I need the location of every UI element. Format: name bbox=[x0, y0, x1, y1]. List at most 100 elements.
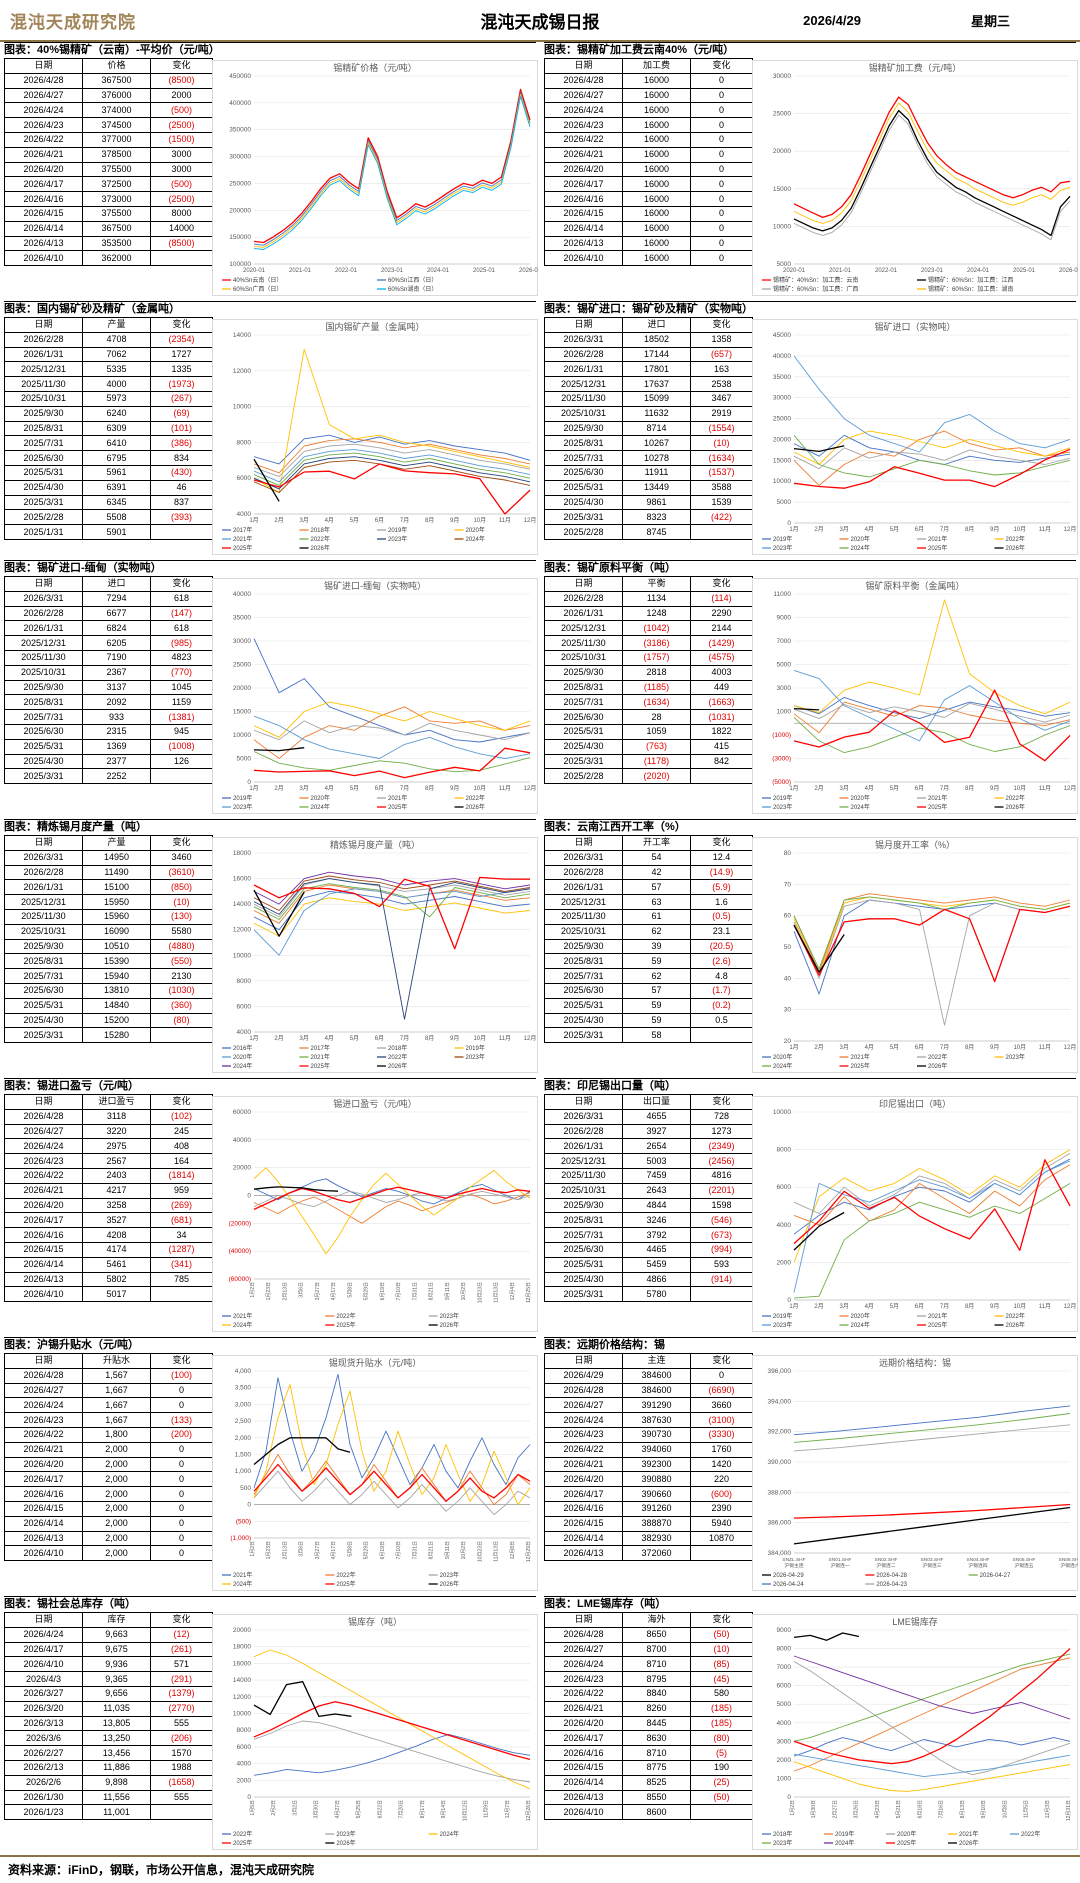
svg-text:(3000): (3000) bbox=[772, 756, 791, 763]
table-row: 2026/4/16 373000 (2500) bbox=[4, 191, 213, 207]
cell-date: 2026/4/23 bbox=[544, 117, 623, 133]
svg-text:2023-01: 2023-01 bbox=[921, 268, 944, 274]
svg-text:3月26日: 3月26日 bbox=[854, 1800, 860, 1818]
svg-text:9月: 9月 bbox=[450, 1035, 459, 1042]
cell-date: 2026/4/10 bbox=[4, 1656, 83, 1673]
svg-text:(1,000): (1,000) bbox=[230, 1535, 251, 1542]
table-row: 2026/4/13 2,000 0 bbox=[4, 1530, 213, 1547]
cell-value: 2,000 bbox=[82, 1530, 151, 1547]
svg-text:2023年: 2023年 bbox=[773, 803, 792, 811]
cell-date: 2026/4/14 bbox=[4, 1515, 83, 1532]
svg-text:(60000): (60000) bbox=[229, 1276, 251, 1283]
cell-value: 16000 bbox=[622, 72, 691, 89]
table-row: 2025/6/30 13810 (1030) bbox=[4, 982, 213, 999]
svg-text:12月31日: 12月31日 bbox=[1066, 1800, 1072, 1821]
cell-date: 2025/6/30 bbox=[544, 464, 623, 481]
cell-value: (1634) bbox=[622, 694, 691, 711]
cell-change bbox=[150, 1804, 213, 1821]
cell-value: 378500 bbox=[82, 146, 151, 163]
cell-date: 2025/6/30 bbox=[4, 723, 83, 740]
table-row: 2026/4/17 16000 0 bbox=[544, 176, 753, 193]
table-row: 2026/4/17 3527 (681) bbox=[4, 1212, 213, 1229]
data-table-tin-import-profit-loss: 日期 进口盈亏 变化 2026/4/28 3118 (102) 2026/4/27 3220 2… bbox=[4, 1094, 213, 1303]
svg-text:15000: 15000 bbox=[773, 457, 791, 464]
svg-text:7月: 7月 bbox=[940, 785, 949, 792]
cell-date: 2026/4/21 bbox=[544, 1456, 623, 1473]
svg-text:2022年: 2022年 bbox=[466, 794, 485, 802]
column-header: 日期 bbox=[544, 835, 623, 851]
cell-change: 0 bbox=[150, 1486, 213, 1502]
cell-value: (1178) bbox=[622, 753, 691, 770]
section-title: 图表：国内锡矿砂及精矿（金属吨） bbox=[4, 301, 536, 317]
svg-text:8月: 8月 bbox=[965, 1303, 974, 1310]
table-row: 2025/5/31 1059 1822 bbox=[544, 723, 753, 740]
column-header: 日期 bbox=[4, 1353, 83, 1369]
cell-date: 2026/4/15 bbox=[544, 205, 623, 222]
cell-change: (430) bbox=[150, 464, 213, 481]
svg-text:10月: 10月 bbox=[1013, 1044, 1026, 1051]
svg-text:2023年: 2023年 bbox=[773, 1321, 792, 1329]
cell-value: 367500 bbox=[82, 72, 151, 89]
svg-text:1月: 1月 bbox=[249, 517, 258, 524]
svg-text:70: 70 bbox=[784, 881, 792, 888]
cell-value: 4655 bbox=[622, 1108, 691, 1125]
cell-value: 13,456 bbox=[82, 1745, 151, 1761]
table-row: 2026/4/17 2,000 0 bbox=[4, 1471, 213, 1488]
svg-text:4月: 4月 bbox=[325, 1035, 334, 1042]
svg-text:2024年: 2024年 bbox=[440, 1830, 459, 1838]
cell-value: 39 bbox=[622, 938, 691, 955]
svg-text:1月: 1月 bbox=[249, 1035, 258, 1042]
svg-text:12000: 12000 bbox=[233, 1694, 251, 1701]
cell-date: 2026/4/20 bbox=[4, 161, 83, 178]
svg-text:40000: 40000 bbox=[233, 591, 251, 598]
svg-text:LME锡库存: LME锡库存 bbox=[892, 1616, 938, 1627]
cell-value: 13,805 bbox=[82, 1715, 151, 1732]
svg-text:10000: 10000 bbox=[773, 478, 791, 485]
chart-tin-social-inventory: 锡库存（吨）2000018000160001400012000100008000… bbox=[212, 1614, 538, 1850]
cell-change bbox=[690, 1027, 753, 1044]
cell-change: (1500) bbox=[150, 131, 213, 148]
section-title: 图表：远期价格结构：锡 bbox=[544, 1337, 1076, 1353]
cell-change: 163 bbox=[690, 361, 753, 378]
cell-date: 2026/2/6 bbox=[4, 1774, 83, 1791]
table-row: 2026/3/6 13,250 (206) bbox=[4, 1730, 213, 1747]
svg-text:10月12日: 10月12日 bbox=[462, 1800, 468, 1821]
cell-date: 2025/8/31 bbox=[4, 694, 83, 711]
cell-change: (500) bbox=[150, 176, 213, 193]
cell-change: 126 bbox=[150, 753, 213, 770]
cell-change: (1634) bbox=[690, 450, 753, 466]
column-header: 产量 bbox=[82, 317, 151, 333]
svg-text:2025年: 2025年 bbox=[233, 544, 252, 552]
cell-date: 2026/3/31 bbox=[544, 1108, 623, 1125]
svg-text:11月13日: 11月13日 bbox=[494, 1282, 500, 1303]
svg-text:30000: 30000 bbox=[773, 73, 791, 80]
svg-text:2025年: 2025年 bbox=[897, 1839, 916, 1847]
table-wrap: 日期 进口盈亏 变化 2026/4/28 3118 (102) 2026/4/27 3220 2… bbox=[4, 1094, 213, 1337]
table-row: 2026/4/27 8700 (10) bbox=[544, 1641, 753, 1658]
svg-text:4000: 4000 bbox=[777, 1720, 792, 1727]
cell-value: 9,898 bbox=[82, 1774, 151, 1791]
svg-text:2017年: 2017年 bbox=[311, 1044, 330, 1052]
svg-text:9000: 9000 bbox=[777, 615, 792, 622]
cell-value: 16000 bbox=[622, 161, 691, 178]
table-row: 2026/4/14 5461 (341) bbox=[4, 1256, 213, 1273]
cell-date: 2025/9/30 bbox=[4, 938, 83, 955]
data-table-tin-concentrate-price-40: 日期 价格 变化 2026/4/28 367500 (8500) 2026/4/27 3760… bbox=[4, 58, 213, 267]
svg-text:5000: 5000 bbox=[777, 1701, 792, 1708]
cell-value: 6240 bbox=[82, 405, 151, 422]
table-row: 2025/12/31 63 1.6 bbox=[544, 894, 753, 910]
cell-change: 46 bbox=[150, 479, 213, 496]
svg-text:2024年: 2024年 bbox=[233, 1580, 252, 1588]
cell-date: 2026/4/24 bbox=[544, 1656, 623, 1673]
svg-text:1月2日: 1月2日 bbox=[250, 1282, 256, 1298]
cell-value: 16000 bbox=[622, 176, 691, 193]
cell-date: 2025/7/31 bbox=[4, 968, 83, 984]
cell-change bbox=[150, 524, 213, 540]
table-row: 2026/4/17 9,675 (261) bbox=[4, 1641, 213, 1658]
cell-value: 1059 bbox=[622, 723, 691, 740]
cell-change: 449 bbox=[690, 679, 753, 696]
svg-text:12月7日: 12月7日 bbox=[505, 1800, 511, 1818]
cell-change: 4816 bbox=[690, 1167, 753, 1184]
table-row: 2026/4/15 2,000 0 bbox=[4, 1500, 213, 1517]
cell-value: 7062 bbox=[82, 346, 151, 363]
